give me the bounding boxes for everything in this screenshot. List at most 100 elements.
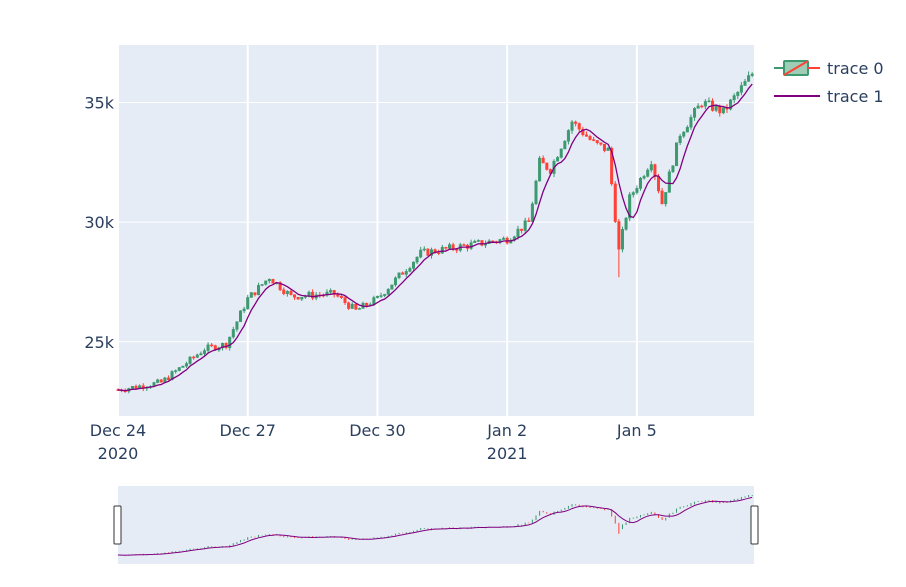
candle-body — [267, 279, 271, 282]
rangeslider-left-handle[interactable] — [113, 505, 122, 545]
x-axis: Dec 24 2020 Dec 27 Dec 30 Jan 2 2021 Jan 5 — [90, 421, 657, 463]
candle-body — [379, 295, 383, 297]
candle-body — [159, 379, 163, 383]
candle-body — [210, 344, 214, 347]
candle-body — [642, 176, 646, 179]
candle-body — [257, 285, 261, 296]
candle-body — [739, 85, 743, 93]
rangeslider-background[interactable] — [118, 486, 754, 564]
candle-body — [638, 177, 643, 189]
legend[interactable]: trace 0 trace 1 — [774, 59, 884, 106]
candle-body — [671, 165, 675, 173]
candle-body — [559, 148, 563, 158]
candle-body — [700, 105, 704, 108]
candle-body — [595, 140, 599, 144]
candle-body — [422, 248, 426, 251]
candle-body — [343, 297, 347, 303]
candle-body — [249, 292, 253, 298]
candle-body — [231, 329, 235, 338]
candle-body — [202, 350, 206, 354]
candle-body — [408, 268, 412, 272]
candle-body — [440, 246, 444, 254]
candle-body — [502, 237, 506, 240]
candle-body — [588, 136, 592, 140]
candle-body — [350, 303, 354, 309]
candle-body — [696, 105, 700, 109]
candle-body — [296, 296, 300, 300]
candle-body — [426, 248, 430, 256]
candle-body — [383, 294, 387, 296]
candle-body — [530, 203, 534, 222]
rangeslider-preview — [117, 494, 753, 556]
candle-body — [689, 117, 693, 128]
candle-body — [411, 261, 415, 269]
candle-body — [613, 183, 617, 222]
candle-body — [566, 130, 570, 142]
candle-body — [523, 220, 527, 231]
legend-label-trace-1: trace 1 — [827, 87, 884, 106]
candle-body — [336, 294, 340, 297]
candle-body — [732, 95, 736, 101]
candle-body — [599, 142, 603, 145]
candle-body — [469, 242, 473, 249]
candle-body — [415, 256, 419, 263]
candle-body — [660, 190, 664, 205]
candle-body — [574, 121, 578, 124]
candle-body — [577, 123, 581, 130]
candle-body — [282, 289, 286, 295]
x-tick-label: Jan 5 — [616, 421, 657, 440]
candle-body — [541, 157, 545, 164]
candle-body — [714, 105, 718, 111]
candle-body — [624, 217, 628, 230]
candle-body — [617, 221, 621, 250]
candle-body — [675, 142, 679, 167]
candle-body — [520, 228, 524, 231]
candle-body — [693, 108, 697, 118]
candle-body — [239, 310, 243, 322]
candle-body — [480, 240, 484, 246]
candle-body — [750, 73, 754, 76]
candle-body — [628, 194, 632, 219]
candle-body — [199, 353, 203, 356]
candle-body — [448, 244, 452, 249]
moving-average-line — [117, 83, 753, 392]
candle-body — [386, 289, 390, 295]
candle-body — [682, 131, 686, 137]
y-tick-label: 35k — [84, 93, 114, 112]
candle-body — [602, 144, 606, 151]
candle-body — [206, 344, 210, 351]
candle-body — [220, 343, 225, 349]
candle-body — [181, 365, 185, 368]
candle-body — [419, 249, 423, 258]
legend-item-trace-1[interactable]: trace 1 — [774, 87, 884, 106]
candle-body — [473, 240, 477, 243]
candle-body — [134, 385, 138, 389]
candle-body — [246, 297, 250, 310]
candle-body — [581, 128, 585, 135]
candle-body — [678, 135, 682, 143]
candle-body — [339, 296, 343, 298]
x-tick-year-label: 2020 — [98, 444, 139, 463]
y-tick-label: 30k — [84, 213, 114, 232]
candle-body — [707, 100, 711, 103]
candle-body — [393, 277, 397, 286]
candle-body — [592, 139, 596, 141]
candle-body — [736, 91, 740, 96]
x-tick-label: Dec 27 — [220, 421, 276, 440]
candlestick-series — [116, 71, 754, 394]
y-axis: 25k 30k 35k — [84, 93, 114, 351]
mini-moving-average-line — [117, 496, 753, 556]
main-plot-background — [118, 45, 754, 416]
candle-body — [163, 377, 167, 383]
candle-body — [653, 164, 657, 177]
candle-body — [444, 246, 448, 249]
legend-item-trace-0[interactable]: trace 0 — [774, 59, 884, 78]
candle-body — [170, 371, 174, 380]
candle-body — [311, 291, 315, 299]
candle-body — [570, 121, 574, 131]
candle-body — [401, 272, 405, 275]
rangeslider-right-handle[interactable] — [750, 505, 759, 545]
candle-body — [228, 336, 232, 348]
grid-lines — [117, 45, 754, 416]
